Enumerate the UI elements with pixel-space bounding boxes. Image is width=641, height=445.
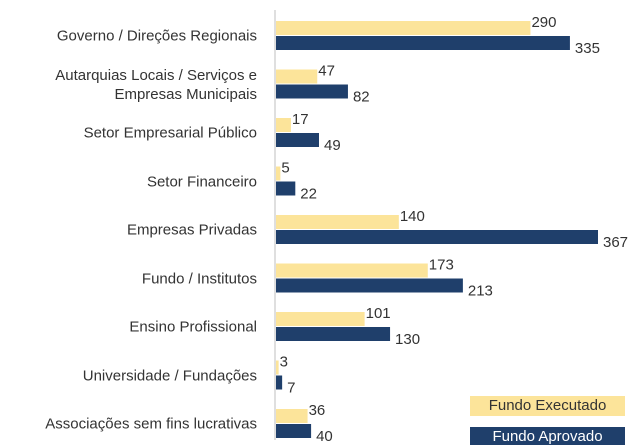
value-label: 22	[300, 185, 317, 202]
value-label: 140	[400, 208, 425, 225]
bar	[276, 327, 391, 341]
bar	[276, 263, 428, 278]
legend-item: Fundo Aprovado	[470, 427, 625, 445]
bar	[276, 230, 598, 244]
value-label: 7	[287, 379, 295, 396]
bar	[276, 21, 531, 35]
value-label: 3	[280, 353, 288, 370]
bar	[276, 69, 318, 84]
category-label: Empresas Privadas	[126, 221, 257, 239]
bar	[276, 166, 281, 181]
category-label: Universidade / Fundações	[82, 367, 257, 384]
value-label: 36	[309, 402, 326, 419]
value-label: 335	[575, 40, 600, 57]
category-label: Associações sem fins lucrativas	[45, 415, 257, 433]
category-label: Fundo / Institutos	[141, 270, 257, 287]
bar	[276, 215, 399, 229]
value-label: 130	[395, 331, 420, 348]
value-label: 82	[353, 88, 370, 105]
bar	[276, 133, 319, 147]
category-label: Setor Financeiro	[146, 173, 257, 190]
value-label: 47	[318, 62, 335, 79]
value-label: 173	[429, 256, 454, 273]
value-label: 213	[468, 282, 493, 299]
bar	[276, 424, 312, 438]
bar	[276, 84, 348, 99]
value-label: 17	[292, 111, 309, 128]
value-label: 49	[324, 137, 341, 154]
legend-item: Fundo Executado	[470, 396, 625, 416]
bar	[276, 375, 283, 390]
value-label: 101	[366, 305, 391, 322]
category-label: Ensino Profissional	[129, 318, 257, 336]
category-label: Autarquias Locais / Serviços e Empresas …	[55, 66, 257, 103]
bar	[276, 360, 279, 375]
category-label: Governo / Direções Regionais	[56, 27, 257, 45]
bar	[276, 36, 570, 50]
bar	[276, 118, 291, 132]
value-label: 40	[316, 428, 333, 445]
value-label: 290	[531, 14, 556, 31]
category-label: Setor Empresarial Público	[83, 124, 257, 142]
bar	[276, 312, 365, 326]
value-label: 367	[603, 234, 628, 251]
value-label: 5	[281, 159, 289, 176]
bar	[276, 181, 296, 196]
bar	[276, 409, 308, 423]
bar	[276, 278, 463, 293]
